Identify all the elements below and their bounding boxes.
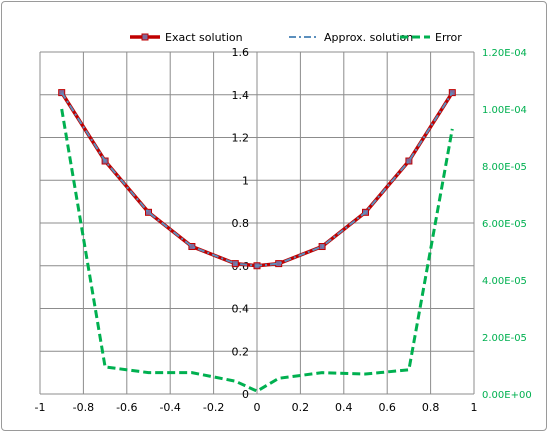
y2-tick-label: 4.00E-05 [482, 276, 527, 287]
legend-item: Exact solution [130, 31, 243, 44]
x-tick-label: -0.2 [203, 401, 224, 414]
legend-item: Approx. solution [289, 31, 413, 44]
legend-marker [141, 33, 149, 41]
y2-tick-label: 1.20E-04 [482, 48, 527, 59]
x-tick-label: 0.2 [292, 401, 310, 414]
y-tick-label: 0.2 [232, 345, 250, 358]
y-tick-label: 1.6 [232, 46, 250, 59]
y-tick-label: 0.4 [232, 303, 250, 316]
y-tick-label: 1 [242, 174, 249, 187]
x-tick-label: 0 [254, 401, 261, 414]
chart-frame: -1 -0.8 -0.6 -0.4 -0.2 0 0.2 0.4 0.6 0.8 1 0 0.2 0.4 0… [1, 1, 547, 431]
legend-label: Error [435, 31, 462, 44]
legend-label: Approx. solution [324, 31, 413, 44]
y2-tick-label: 0.00E+00 [482, 390, 532, 401]
x-tick-label: -1 [35, 401, 46, 414]
x-tick-label: -0.6 [116, 401, 137, 414]
x-tick-label: -0.8 [73, 401, 94, 414]
legend: Exact solution Approx. solution Error [130, 31, 462, 44]
x-tick-label: 0.8 [422, 401, 440, 414]
y-tick-label: 1.2 [232, 132, 250, 145]
chart-svg: -1 -0.8 -0.6 -0.4 -0.2 0 0.2 0.4 0.6 0.8 1 0 0.2 0.4 0… [35, 31, 532, 414]
data-point-marker [145, 208, 152, 216]
y-tick-label: 0 [242, 388, 249, 401]
x-tick-label: 0.4 [335, 401, 353, 414]
series-layer [58, 89, 456, 393]
y2-tick-label: 2.00E-05 [482, 333, 527, 344]
grid-layer [39, 51, 475, 395]
y2-tick-label: 6.00E-05 [482, 219, 527, 230]
y-tick-label: 1.4 [232, 89, 250, 102]
y2-tick-label: 8.00E-05 [482, 162, 527, 173]
series-line-approx-solution [60, 92, 454, 267]
x-tick-label: -0.4 [159, 401, 180, 414]
legend-label: Exact solution [165, 31, 243, 44]
tick-label-layer: -1 -0.8 -0.6 -0.4 -0.2 0 0.2 0.4 0.6 0.8 1 0 0.2 0.4 0… [35, 46, 532, 414]
x-tick-label: 1 [471, 401, 478, 414]
y-tick-label: 0.8 [232, 217, 250, 230]
y2-tick-label: 1.00E-04 [482, 105, 527, 116]
data-point-marker [188, 243, 196, 251]
data-point-marker [405, 157, 413, 165]
series-line-error [60, 108, 454, 393]
legend-item: Error [400, 31, 462, 44]
x-tick-label: 0.6 [378, 401, 396, 414]
